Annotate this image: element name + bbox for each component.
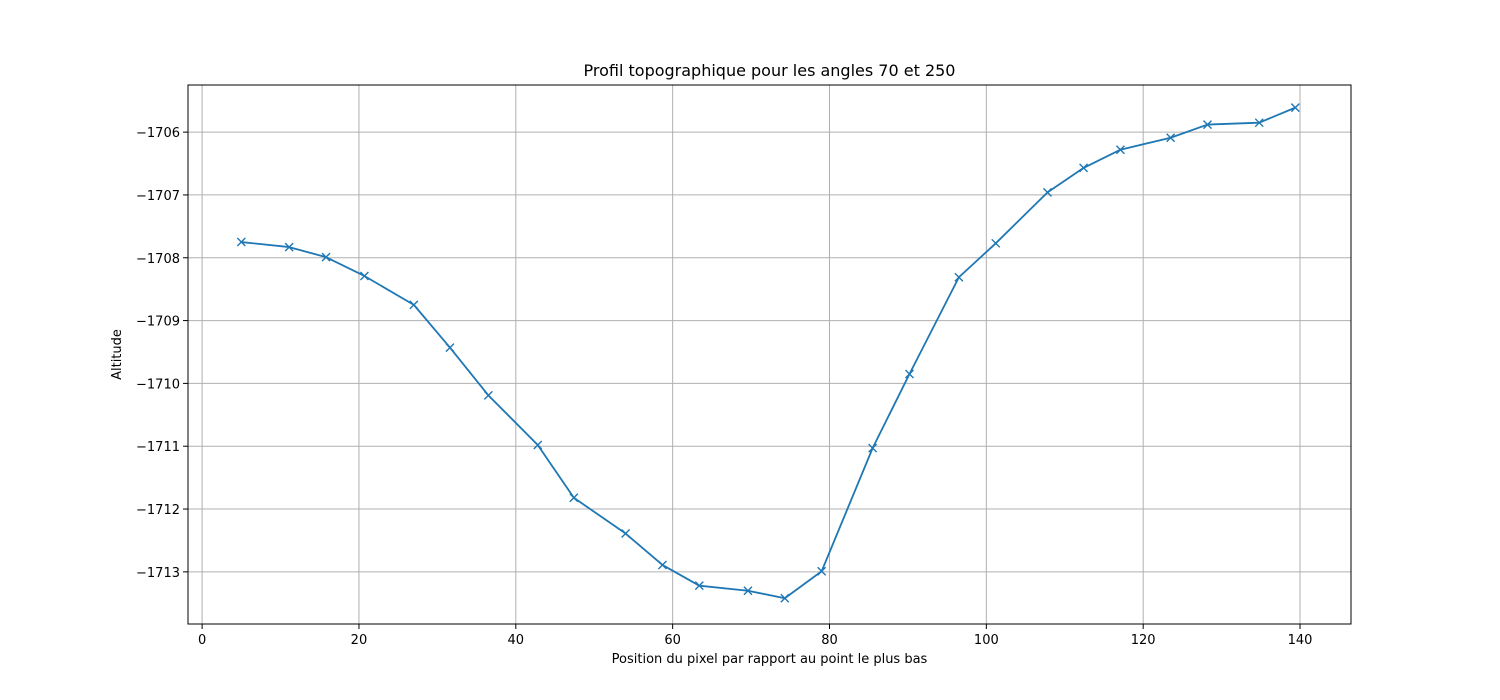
data-point-marker xyxy=(321,252,331,262)
data-point-marker xyxy=(533,440,543,450)
data-point-marker xyxy=(954,272,964,282)
data-point-marker xyxy=(359,271,369,281)
plot-frame xyxy=(187,84,1352,625)
grid xyxy=(188,85,1351,624)
data-point-marker xyxy=(1254,118,1264,128)
data-point-marker xyxy=(743,586,753,596)
data-point-marker xyxy=(621,529,631,539)
data-point-marker xyxy=(780,593,790,603)
y-tick-label: −1708 xyxy=(136,252,180,267)
x-axis-label: Position du pixel par rapport au point l… xyxy=(612,652,928,667)
y-axis-label: Altitude xyxy=(110,329,125,380)
y-tick-label: −1713 xyxy=(136,566,180,581)
data-series xyxy=(236,103,1300,603)
x-tick-label: 20 xyxy=(351,633,368,648)
data-point-marker xyxy=(991,238,1001,248)
y-tick-label: −1709 xyxy=(136,315,180,330)
data-point-marker xyxy=(1043,187,1053,197)
data-point-marker xyxy=(569,493,579,503)
data-point-marker xyxy=(284,242,294,252)
data-point-marker xyxy=(1115,145,1125,155)
x-tick-label: 100 xyxy=(974,633,999,648)
x-tick-label: 60 xyxy=(664,633,681,648)
x-axis: 0 20 40 60 80 100 120 140 xyxy=(198,624,1312,648)
y-axis: −1713 −1712 −1711 −1710 −1709 −1708 −1707 −1706 xyxy=(136,126,188,581)
y-tick-label: −1711 xyxy=(136,440,180,455)
data-point-marker xyxy=(694,581,704,591)
data-point-marker xyxy=(483,390,493,400)
x-tick-label: 80 xyxy=(821,633,838,648)
data-point-marker xyxy=(904,369,914,379)
data-point-marker xyxy=(817,566,827,576)
x-tick-label: 140 xyxy=(1288,633,1313,648)
y-tick-label: −1712 xyxy=(136,503,180,518)
y-tick-label: −1706 xyxy=(136,126,180,141)
x-tick-label: 40 xyxy=(508,633,525,648)
series-line xyxy=(241,106,1296,600)
data-point-marker xyxy=(445,343,455,353)
chart-title: Profil topographique pour les angles 70 … xyxy=(584,61,956,80)
x-tick-label: 120 xyxy=(1131,633,1156,648)
data-point-marker xyxy=(1166,133,1176,143)
data-point-marker xyxy=(868,443,878,453)
data-point-marker xyxy=(657,560,667,570)
data-point-marker xyxy=(236,237,246,247)
y-tick-label: −1707 xyxy=(136,189,180,204)
data-point-marker xyxy=(1290,103,1300,113)
x-tick-label: 0 xyxy=(198,633,206,648)
data-point-marker xyxy=(1202,120,1212,130)
data-point-marker xyxy=(1079,163,1089,173)
y-tick-label: −1710 xyxy=(136,377,180,392)
data-point-marker xyxy=(409,300,419,310)
